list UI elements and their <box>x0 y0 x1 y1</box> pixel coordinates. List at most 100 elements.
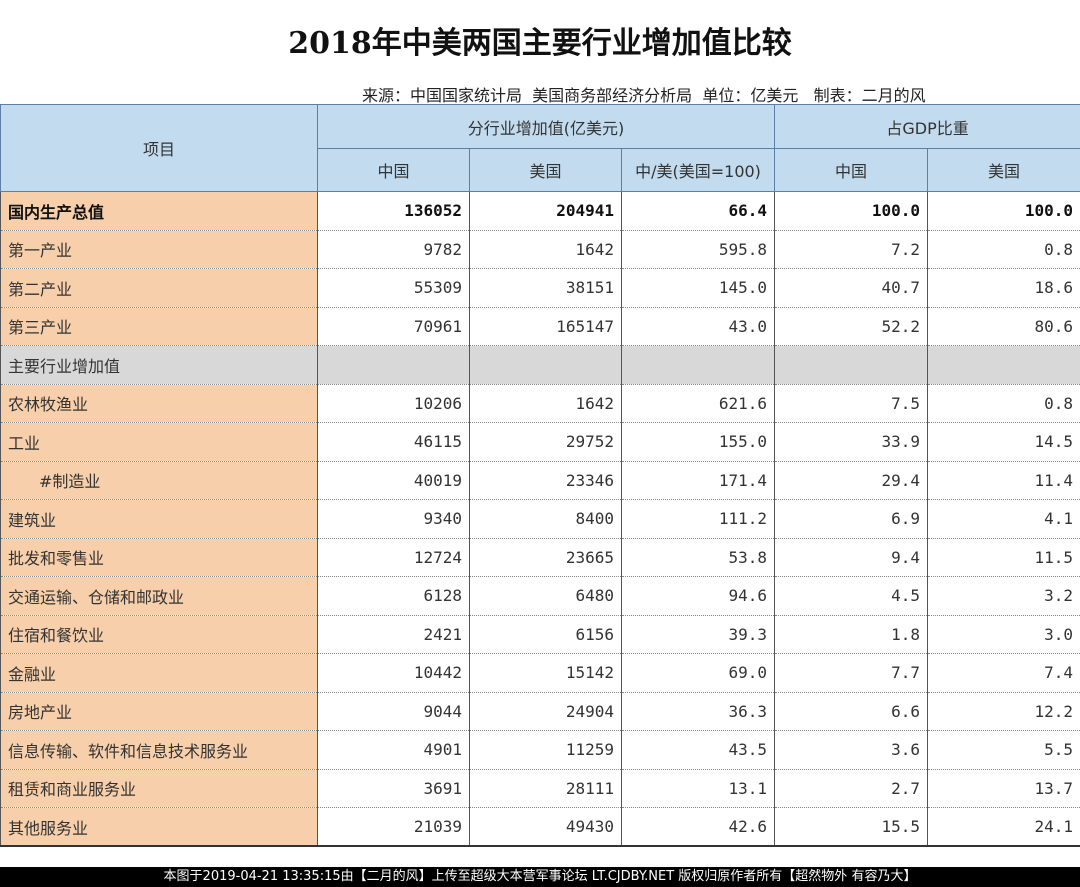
cell-ratio: 43.0 <box>620 307 776 346</box>
cell-ratio: 171.4 <box>620 461 776 500</box>
cell-us-pct: 4.1 <box>927 499 1080 539</box>
header-china: 中国 <box>317 148 470 192</box>
cell-ratio <box>620 345 776 385</box>
cell-us: 204941 <box>469 191 622 231</box>
table-row: 工业 46115 29752 155.0 33.9 14.5 <box>0 422 1080 462</box>
table-row: 信息传输、软件和信息技术服务业 4901 11259 43.5 3.6 5.5 <box>0 730 1080 770</box>
cell-us: 165147 <box>469 307 622 346</box>
cell-ratio: 595.8 <box>620 230 776 269</box>
cell-us-pct: 0.8 <box>927 384 1080 423</box>
cell-us-pct: 3.2 <box>927 576 1080 616</box>
cell-us: 8400 <box>469 499 622 539</box>
cell-us-pct: 14.5 <box>927 422 1080 462</box>
cell-us-pct: 18.6 <box>927 268 1080 308</box>
table-row: 建筑业 9340 8400 111.2 6.9 4.1 <box>0 499 1080 539</box>
table-row: 国内生产总值 136052 204941 66.4 100.0 100.0 <box>0 191 1080 231</box>
cell-us: 38151 <box>469 268 622 308</box>
row-label: 住宿和餐饮业 <box>0 615 318 654</box>
table-row: 其他服务业 21039 49430 42.6 15.5 24.1 <box>0 807 1080 847</box>
row-label: 批发和零售业 <box>0 538 318 577</box>
cell-cn <box>317 345 470 385</box>
cell-us-pct: 0.8 <box>927 230 1080 269</box>
cell-cn: 136052 <box>317 191 470 231</box>
cell-us <box>469 345 622 385</box>
cell-cn: 4901 <box>317 730 470 770</box>
table-row: 住宿和餐饮业 2421 6156 39.3 1.8 3.0 <box>0 615 1080 654</box>
cell-us: 23665 <box>469 538 622 577</box>
header-value-added: 分行业增加值(亿美元) <box>316 104 776 149</box>
cell-us-pct: 5.5 <box>927 730 1080 770</box>
row-label: 国内生产总值 <box>0 191 318 231</box>
page-title: 2018年中美两国主要行业增加值比较 <box>288 26 792 61</box>
cell-cn-pct: 1.8 <box>774 615 929 654</box>
cell-cn-pct: 40.7 <box>774 268 929 308</box>
header-item: 项目 <box>0 104 318 192</box>
row-label: 农林牧渔业 <box>0 384 318 423</box>
cell-ratio: 53.8 <box>620 538 776 577</box>
table-row: 第二产业 55309 38151 145.0 40.7 18.6 <box>0 268 1080 308</box>
cell-cn-pct: 33.9 <box>774 422 929 462</box>
row-label: 房地产业 <box>0 692 318 731</box>
cell-cn: 12724 <box>317 538 470 577</box>
cell-cn: 9044 <box>317 692 470 731</box>
cell-cn: 70961 <box>317 307 470 346</box>
cell-us: 29752 <box>469 422 622 462</box>
cell-us-pct <box>927 345 1080 385</box>
table-row: 第三产业 70961 165147 43.0 52.2 80.6 <box>0 307 1080 346</box>
row-label: 其他服务业 <box>0 807 318 847</box>
cell-cn: 3691 <box>317 769 470 808</box>
row-label: 第一产业 <box>0 230 318 269</box>
table-row: 房地产业 9044 24904 36.3 6.6 12.2 <box>0 692 1080 731</box>
cell-us: 6480 <box>469 576 622 616</box>
row-label: 信息传输、软件和信息技术服务业 <box>0 730 318 770</box>
cell-ratio: 621.6 <box>620 384 776 423</box>
cell-us-pct: 13.7 <box>927 769 1080 808</box>
cell-us: 24904 <box>469 692 622 731</box>
header-usa-share: 美国 <box>927 148 1080 192</box>
table-row: #制造业 40019 23346 171.4 29.4 11.4 <box>0 461 1080 500</box>
table-row: 租赁和商业服务业 3691 28111 13.1 2.7 13.7 <box>0 769 1080 808</box>
table-row: 第一产业 9782 1642 595.8 7.2 0.8 <box>0 230 1080 269</box>
cell-cn: 21039 <box>317 807 470 847</box>
table-row: 交通运输、仓储和邮政业 6128 6480 94.6 4.5 3.2 <box>0 576 1080 616</box>
cell-us-pct: 100.0 <box>927 191 1080 231</box>
row-label: 建筑业 <box>0 499 318 539</box>
cell-ratio: 42.6 <box>620 807 776 847</box>
cell-us-pct: 3.0 <box>927 615 1080 654</box>
cell-us-pct: 7.4 <box>927 653 1080 693</box>
cell-us-pct: 80.6 <box>927 307 1080 346</box>
row-label: 第二产业 <box>0 268 318 308</box>
cell-ratio: 13.1 <box>620 769 776 808</box>
row-label: 工业 <box>0 422 318 462</box>
row-label: 主要行业增加值 <box>0 345 318 385</box>
cell-cn: 9340 <box>317 499 470 539</box>
table-row: 农林牧渔业 10206 1642 621.6 7.5 0.8 <box>0 384 1080 423</box>
cell-cn-pct: 52.2 <box>774 307 929 346</box>
cell-ratio: 39.3 <box>620 615 776 654</box>
cell-ratio: 36.3 <box>620 692 776 731</box>
cell-ratio: 111.2 <box>620 499 776 539</box>
source-note: 来源：中国国家统计局 美国商务部经济分析局 单位：亿美元 制表：二月的风 <box>362 86 926 105</box>
cell-us: 6156 <box>469 615 622 654</box>
cell-cn-pct: 15.5 <box>774 807 929 847</box>
cell-cn: 2421 <box>317 615 470 654</box>
cell-cn: 40019 <box>317 461 470 500</box>
cell-cn-pct: 6.6 <box>774 692 929 731</box>
cell-cn: 9782 <box>317 230 470 269</box>
cell-ratio: 43.5 <box>620 730 776 770</box>
cell-cn: 10206 <box>317 384 470 423</box>
cell-cn-pct: 3.6 <box>774 730 929 770</box>
row-label: 交通运输、仓储和邮政业 <box>0 576 318 616</box>
row-label: 金融业 <box>0 653 318 693</box>
cell-cn: 55309 <box>317 268 470 308</box>
cell-ratio: 94.6 <box>620 576 776 616</box>
cell-us: 15142 <box>469 653 622 693</box>
cell-us: 23346 <box>469 461 622 500</box>
header-gdp-share: 占GDP比重 <box>774 104 1080 149</box>
cell-cn-pct: 6.9 <box>774 499 929 539</box>
cell-us-pct: 24.1 <box>927 807 1080 847</box>
cell-cn: 6128 <box>317 576 470 616</box>
cell-cn-pct: 100.0 <box>774 191 929 231</box>
row-label: 第三产业 <box>0 307 318 346</box>
header-ratio: 中/美(美国=100) <box>620 148 776 192</box>
